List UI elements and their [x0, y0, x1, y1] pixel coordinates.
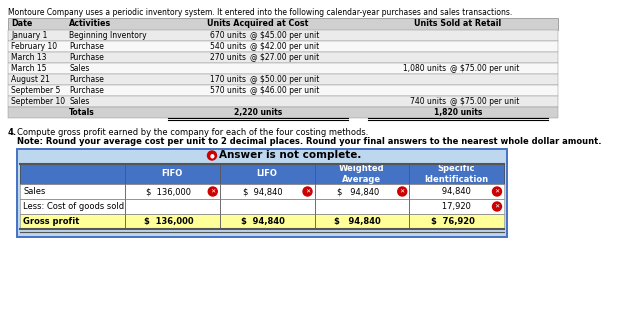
- Text: LIFO: LIFO: [257, 169, 278, 179]
- Bar: [17, 149, 507, 237]
- Bar: [8, 74, 558, 85]
- Text: FIFO: FIFO: [162, 169, 183, 179]
- Circle shape: [493, 202, 502, 211]
- Text: Purchase: Purchase: [69, 75, 104, 84]
- Text: $   94,840: $ 94,840: [335, 217, 381, 226]
- Circle shape: [208, 187, 217, 196]
- Text: Activities: Activities: [69, 20, 111, 28]
- Text: Note: Round your average cost per unit to 2 decimal places. Round your final ans: Note: Round your average cost per unit t…: [17, 137, 602, 146]
- Text: $  94,840: $ 94,840: [241, 217, 285, 226]
- Text: March 13: March 13: [11, 53, 47, 62]
- Text: Montoure Company uses a periodic inventory system. It entered into the following: Montoure Company uses a periodic invento…: [8, 8, 512, 17]
- Text: January 1: January 1: [11, 31, 47, 40]
- Bar: [8, 18, 558, 30]
- Text: $  94,840: $ 94,840: [243, 187, 283, 196]
- Text: ●: ●: [210, 153, 214, 158]
- Text: ✕: ✕: [494, 204, 500, 209]
- Text: 570 units: 570 units: [210, 86, 246, 95]
- Text: 170 units: 170 units: [210, 75, 246, 84]
- Text: Units Sold at Retail: Units Sold at Retail: [414, 20, 502, 28]
- Text: @ $75.00 per unit: @ $75.00 per unit: [450, 97, 520, 106]
- Text: Answer is not complete.: Answer is not complete.: [219, 150, 362, 161]
- Text: @ $50.00 per unit: @ $50.00 per unit: [250, 75, 319, 84]
- Bar: [17, 149, 507, 237]
- Text: Purchase: Purchase: [69, 42, 104, 51]
- Text: February 10: February 10: [11, 42, 57, 51]
- Text: $  76,920: $ 76,920: [431, 217, 475, 226]
- Bar: [20, 184, 504, 199]
- Text: Purchase: Purchase: [69, 86, 104, 95]
- Text: 1,820 units: 1,820 units: [434, 108, 482, 117]
- Text: Weighted
Average: Weighted Average: [339, 164, 385, 184]
- Text: 540 units: 540 units: [210, 42, 246, 51]
- Text: $   94,840: $ 94,840: [337, 187, 379, 196]
- Circle shape: [397, 187, 407, 196]
- Text: 2,220 units: 2,220 units: [234, 108, 282, 117]
- Text: @ $45.00 per unit: @ $45.00 per unit: [250, 31, 319, 40]
- Text: Sales: Sales: [23, 187, 45, 196]
- Text: Specific
Identification: Specific Identification: [424, 164, 489, 184]
- Text: ✕: ✕: [210, 189, 216, 194]
- Text: Beginning Inventory: Beginning Inventory: [69, 31, 147, 40]
- Bar: [8, 107, 558, 118]
- Text: August 21: August 21: [11, 75, 50, 84]
- Text: 94,840: 94,840: [434, 187, 471, 196]
- Text: @ $46.00 per unit: @ $46.00 per unit: [250, 86, 319, 95]
- Text: Units Acquired at Cost: Units Acquired at Cost: [207, 20, 308, 28]
- Text: Gross profit: Gross profit: [23, 217, 79, 226]
- Bar: [8, 30, 558, 41]
- Text: September 5: September 5: [11, 86, 60, 95]
- Bar: [20, 199, 504, 214]
- Text: Compute gross profit earned by the company for each of the four costing methods.: Compute gross profit earned by the compa…: [17, 128, 369, 137]
- Bar: [8, 96, 558, 107]
- Text: Sales: Sales: [69, 97, 90, 106]
- Text: $  136,000: $ 136,000: [146, 187, 191, 196]
- Text: 4.: 4.: [8, 128, 17, 137]
- Text: 17,920: 17,920: [434, 202, 471, 211]
- Bar: [8, 63, 558, 74]
- Bar: [20, 164, 504, 184]
- Circle shape: [493, 187, 502, 196]
- Text: September 10: September 10: [11, 97, 65, 106]
- Text: ✕: ✕: [399, 189, 405, 194]
- Text: Date: Date: [11, 20, 33, 28]
- Bar: [8, 41, 558, 52]
- Text: @ $42.00 per unit: @ $42.00 per unit: [250, 42, 319, 51]
- Text: 270 units: 270 units: [210, 53, 246, 62]
- Circle shape: [207, 151, 216, 160]
- Bar: [8, 85, 558, 96]
- Text: Sales: Sales: [69, 64, 90, 73]
- Text: March 15: March 15: [11, 64, 47, 73]
- Text: @ $27.00 per unit: @ $27.00 per unit: [250, 53, 319, 62]
- Bar: [20, 214, 504, 229]
- Text: 740 units: 740 units: [410, 97, 446, 106]
- Text: @ $75.00 per unit: @ $75.00 per unit: [450, 64, 520, 73]
- Text: Purchase: Purchase: [69, 53, 104, 62]
- Text: ✕: ✕: [305, 189, 310, 194]
- Text: Totals: Totals: [69, 108, 95, 117]
- Bar: [8, 52, 558, 63]
- Circle shape: [303, 187, 312, 196]
- Text: ✕: ✕: [494, 189, 500, 194]
- Text: 670 units: 670 units: [210, 31, 246, 40]
- Text: Less: Cost of goods sold: Less: Cost of goods sold: [23, 202, 124, 211]
- Text: $  136,000: $ 136,000: [143, 217, 193, 226]
- Text: 1,080 units: 1,080 units: [403, 64, 446, 73]
